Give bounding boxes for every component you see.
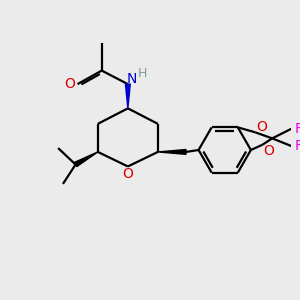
Text: H: H xyxy=(138,67,147,80)
Text: F: F xyxy=(294,122,300,136)
Polygon shape xyxy=(74,152,98,167)
Text: O: O xyxy=(122,167,133,181)
Text: O: O xyxy=(264,144,274,158)
Polygon shape xyxy=(125,84,130,108)
Text: O: O xyxy=(64,77,75,91)
Text: F: F xyxy=(294,139,300,153)
Polygon shape xyxy=(158,149,186,154)
Text: N: N xyxy=(127,72,137,86)
Text: O: O xyxy=(256,119,267,134)
